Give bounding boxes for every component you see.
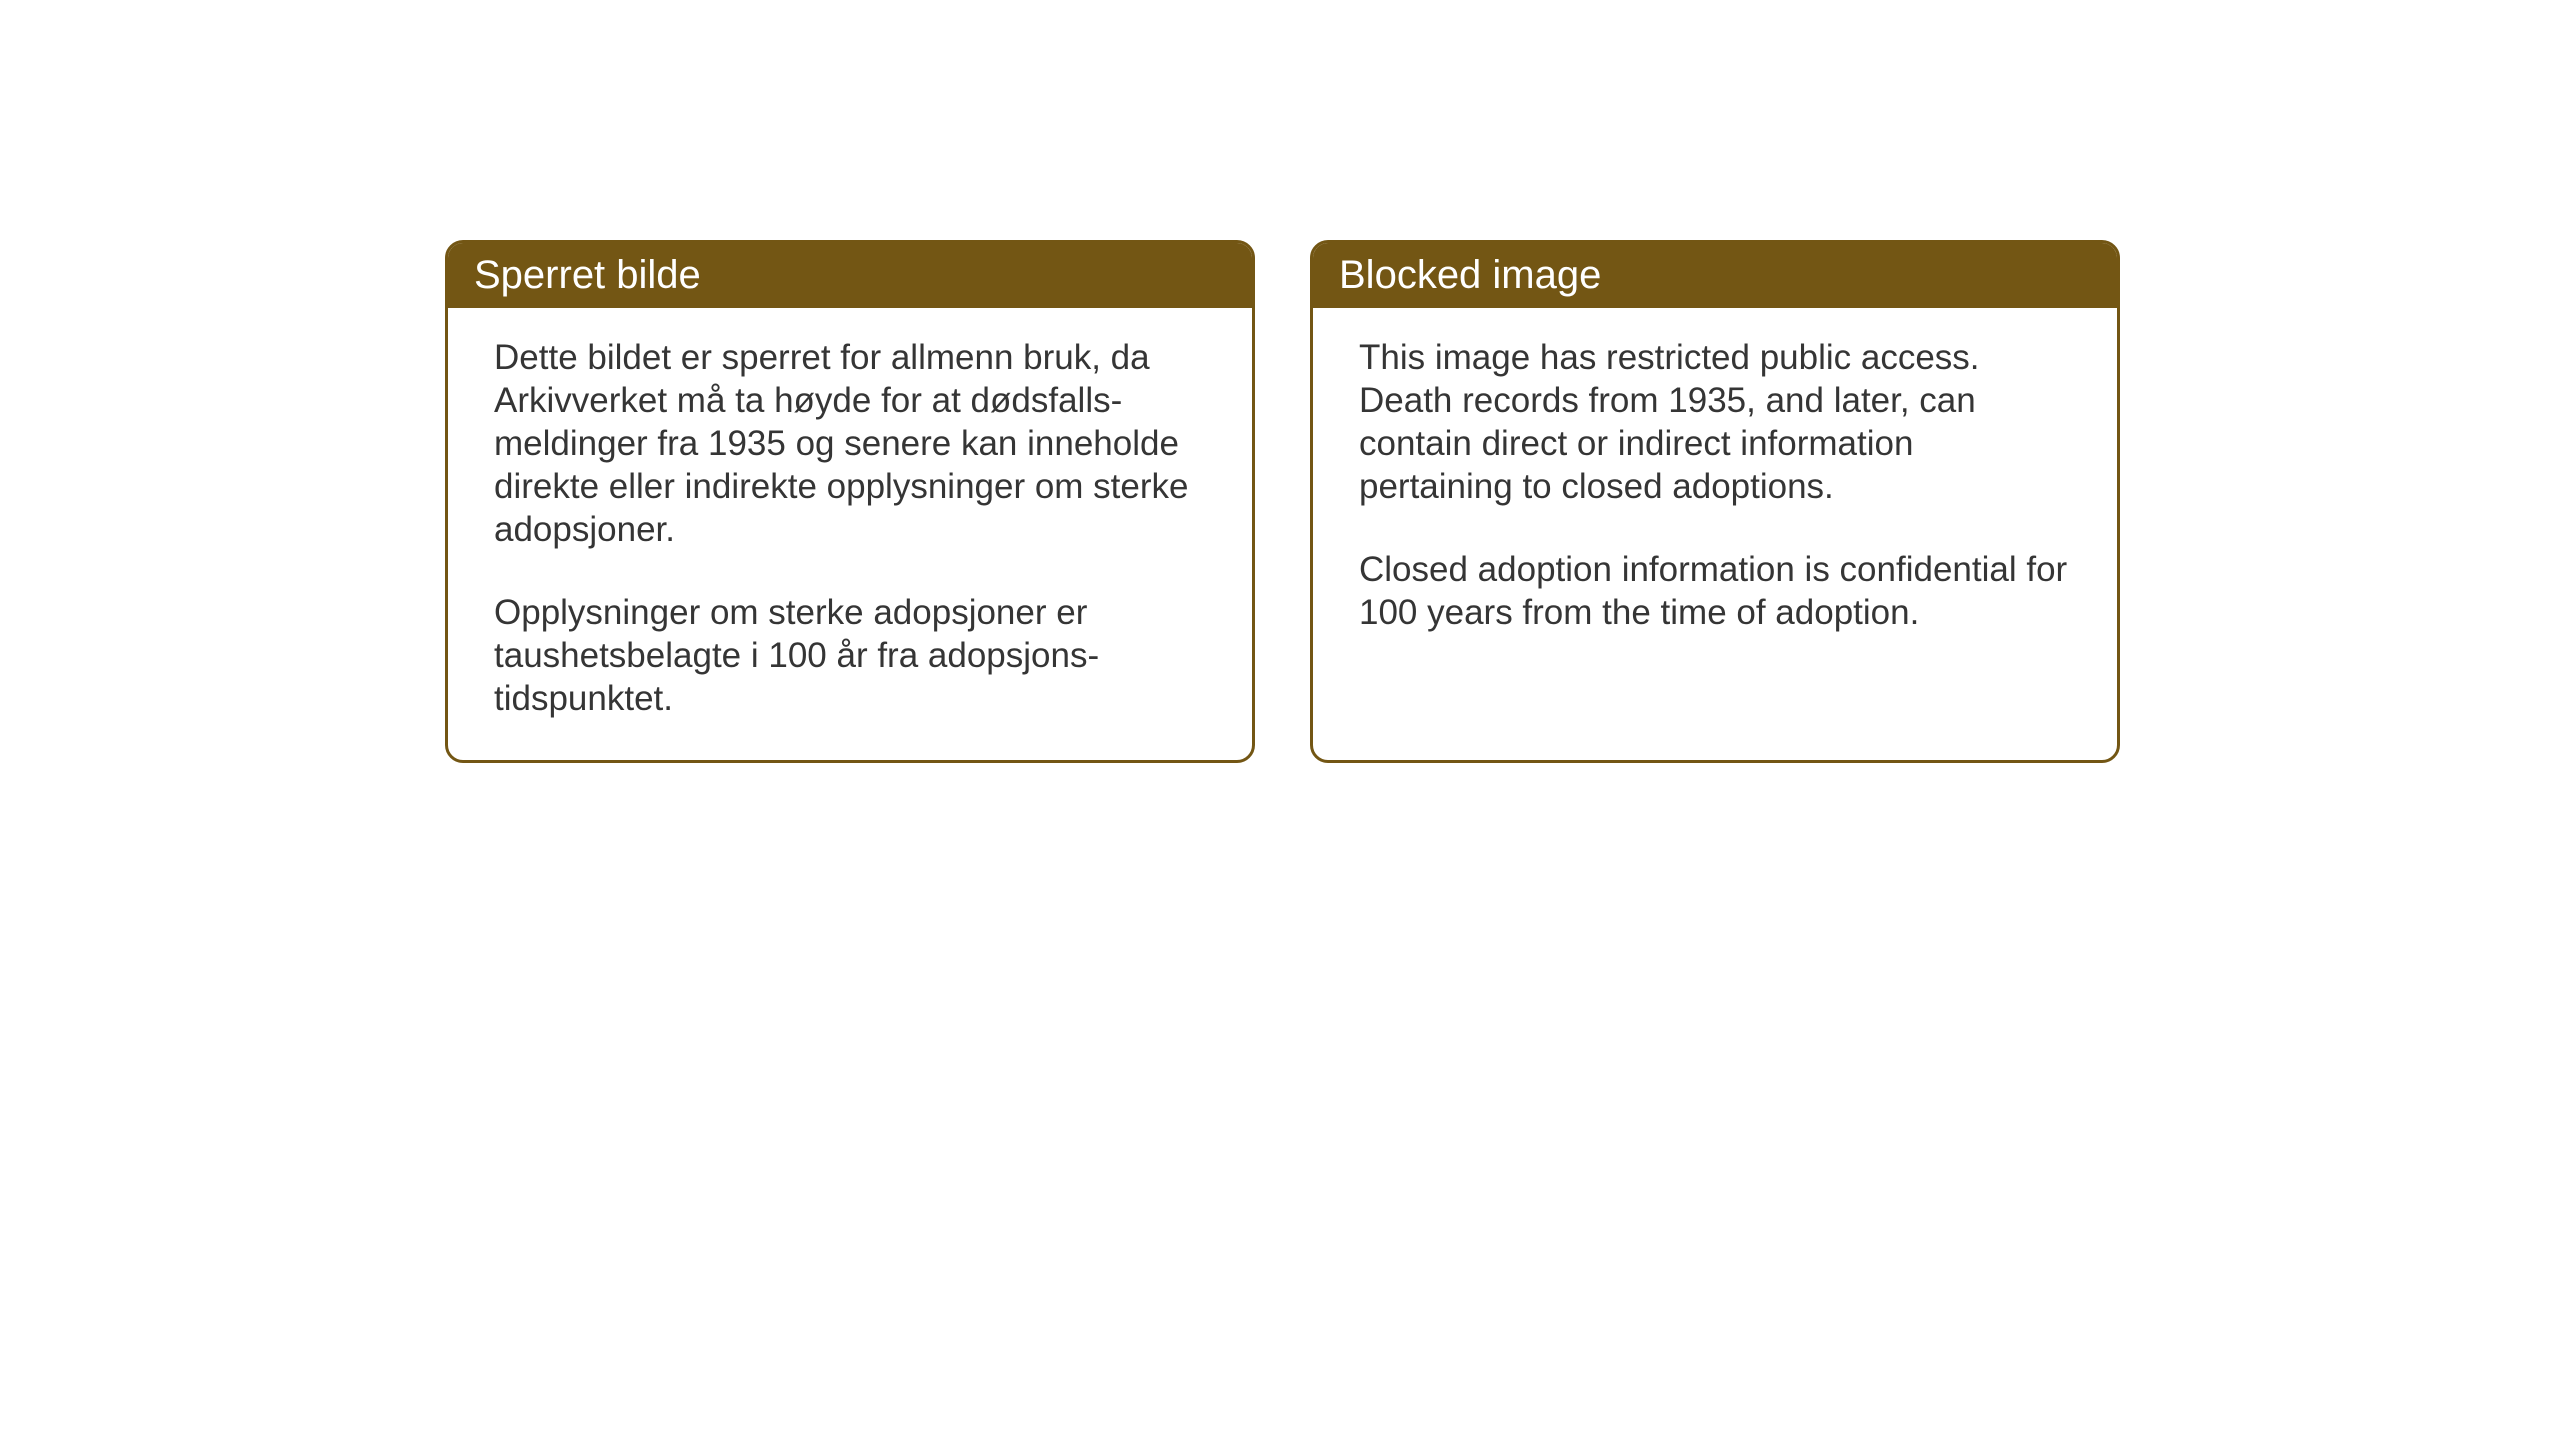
card-english-paragraph-1: This image has restricted public access.… xyxy=(1359,336,2071,508)
card-english-body: This image has restricted public access.… xyxy=(1313,308,2117,674)
card-english-paragraph-2: Closed adoption information is confident… xyxy=(1359,548,2071,634)
card-norwegian-header: Sperret bilde xyxy=(448,243,1252,308)
card-norwegian-paragraph-1: Dette bildet er sperret for allmenn bruk… xyxy=(494,336,1206,551)
card-english: Blocked image This image has restricted … xyxy=(1310,240,2120,763)
cards-container: Sperret bilde Dette bildet er sperret fo… xyxy=(445,240,2120,763)
card-norwegian: Sperret bilde Dette bildet er sperret fo… xyxy=(445,240,1255,763)
card-english-header: Blocked image xyxy=(1313,243,2117,308)
card-norwegian-paragraph-2: Opplysninger om sterke adopsjoner er tau… xyxy=(494,591,1206,720)
card-norwegian-body: Dette bildet er sperret for allmenn bruk… xyxy=(448,308,1252,760)
